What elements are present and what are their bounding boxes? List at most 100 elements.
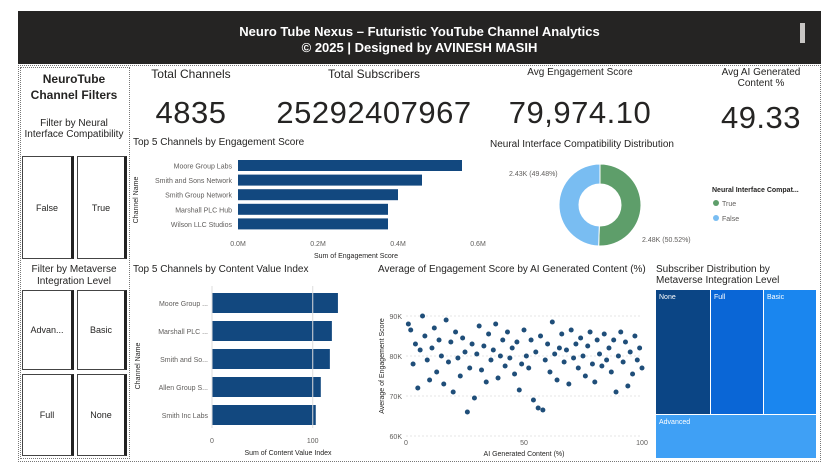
content-value-chart-title: Top 5 Channels by Content Value Index (133, 264, 309, 275)
scatter-point (559, 331, 565, 337)
metaverse-option-advanced[interactable]: Advan... (22, 290, 74, 370)
avg-engagement-label: Avg Engagement Score (527, 67, 633, 78)
scatter-point (597, 351, 603, 357)
scatter-point (637, 345, 643, 351)
slice-data-label: 2.43K (49.48%) (509, 171, 558, 178)
scatter-chart-title: Average of Engagement Score by AI Genera… (378, 264, 646, 275)
scatter-point (441, 381, 447, 387)
scatter-point (632, 333, 638, 339)
treemap-title: Subscriber Distribution by Metaverse Int… (656, 264, 780, 286)
scatter-point (474, 351, 480, 357)
scatter-point (476, 323, 482, 329)
scatter-point (431, 325, 437, 331)
treemap-label-basic: Basic (767, 294, 785, 301)
total-channels-label: Total Channels (151, 67, 231, 81)
y-tick-label: 70K (390, 394, 403, 401)
scatter-point (424, 357, 430, 363)
scatter-point (618, 329, 624, 335)
scatter-point (568, 327, 574, 333)
scatter-point (634, 357, 640, 363)
metaverse-option-basic[interactable]: Basic (77, 290, 127, 370)
scatter-point (538, 333, 544, 339)
scatter-point (630, 371, 636, 377)
metaverse-option-full[interactable]: Full (22, 374, 74, 456)
scatter-point (469, 341, 475, 347)
scatter-point (512, 371, 518, 377)
scatter-point (611, 337, 617, 343)
engagement-scatter-chart[interactable]: 60K 70K 80K 90K 0 50 100 AI Generated Content (… (374, 290, 652, 458)
scatter-point (422, 333, 428, 339)
content-value-bar-chart[interactable]: Moore Group ... Marshall PLC ... Smith and… (130, 278, 370, 458)
legend-title: Neural Interface Compat... (712, 187, 799, 194)
scatter-point (552, 351, 558, 357)
scatter-point (571, 355, 577, 361)
scatter-point (434, 369, 440, 375)
treemap-label-full: Full (714, 294, 726, 301)
avg-ai-value: 49.33 (720, 100, 802, 135)
metaverse-option-none[interactable]: None (77, 374, 127, 456)
scatter-point (542, 357, 548, 363)
scatter-point (533, 349, 539, 355)
y-tick-label: 60K (390, 434, 403, 441)
category-label: Marshall PLC ... (158, 329, 208, 336)
x-tick-label: 50 (520, 440, 528, 447)
scatter-point (589, 361, 595, 367)
x-tick-label: 0.0M (230, 241, 246, 248)
neural-option-false[interactable]: False (22, 156, 74, 259)
x-tick-label: 0.2M (310, 241, 326, 248)
scatter-point (620, 359, 626, 365)
engagement-bar-chart[interactable]: Moore Group Labs Smith and Sons Network Sm… (130, 150, 490, 262)
treemap-tile-full[interactable]: Full (711, 290, 763, 414)
y-tick-label: 90K (390, 314, 403, 321)
scatter-point (453, 329, 459, 335)
bar (238, 160, 462, 171)
scatter-point (549, 319, 555, 325)
scatter-point (417, 347, 423, 353)
total-subscribers-value: 25292407967 (276, 95, 472, 130)
scatter-point (519, 361, 525, 367)
y-axis-label: Channel Name (133, 177, 140, 224)
scrollbar-handle[interactable] (800, 23, 805, 43)
scatter-point (587, 329, 593, 335)
category-label: Smith Group Network (165, 193, 232, 200)
scatter-point (410, 361, 416, 367)
subscriber-treemap: None Full Basic Advanced (656, 290, 816, 458)
scatter-point (585, 343, 591, 349)
donut-slice-true (598, 163, 642, 247)
treemap-tile-basic[interactable]: Basic (764, 290, 816, 414)
x-tick-label: 0 (404, 440, 408, 447)
scatter-point (545, 341, 551, 347)
x-tick-label: 0 (210, 438, 214, 445)
avg-engagement-value: 79,974.10 (508, 95, 652, 130)
scatter-point (457, 373, 463, 379)
scatter-point (556, 345, 562, 351)
x-axis-label: Sum of Engagement Score (314, 253, 398, 260)
dashboard-subtitle: © 2025 | Designed by AVINESH MASIH (301, 40, 538, 55)
bar (212, 349, 330, 369)
neural-option-true[interactable]: True (77, 156, 127, 259)
treemap-tile-none[interactable]: None (656, 290, 710, 414)
engagement-chart-title: Top 5 Channels by Engagement Score (133, 137, 305, 148)
bar (212, 293, 338, 313)
scatter-point (582, 373, 588, 379)
scatter-point (608, 369, 614, 375)
neural-donut-chart[interactable]: 2.43K (49.48%) 2.48K (50.52%) Neural Inter… (495, 152, 815, 258)
dashboard-header: Neuro Tube Nexus – Futuristic YouTube Ch… (18, 11, 821, 64)
treemap-tile-advanced[interactable]: Advanced (656, 415, 816, 458)
dashboard-frame (18, 65, 821, 462)
scatter-point (594, 337, 600, 343)
scatter-point (481, 343, 487, 349)
legend-marker (713, 215, 719, 221)
legend-marker (713, 200, 719, 206)
filters-panel-title: NeuroTube Channel Filters (30, 72, 118, 102)
legend-label: True (722, 201, 736, 208)
scatter-point (535, 405, 541, 411)
scatter-point (500, 337, 506, 343)
scatter-point (408, 327, 414, 333)
treemap-label-none: None (659, 294, 676, 301)
scatter-point (436, 337, 442, 343)
scatter-point (495, 375, 501, 381)
bar (238, 203, 388, 215)
scatter-point (450, 389, 456, 395)
category-label: Marshall PLC Hub (175, 207, 232, 214)
